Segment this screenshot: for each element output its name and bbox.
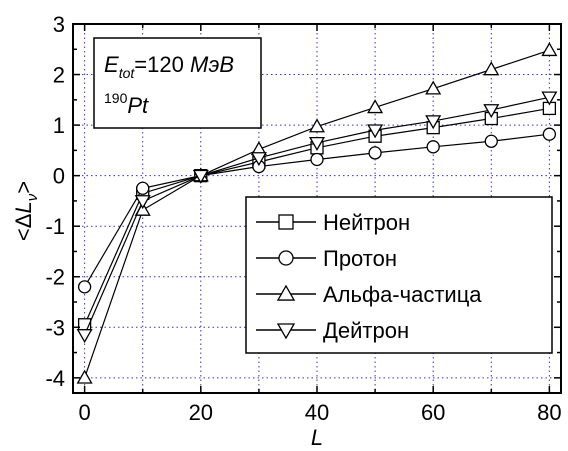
annotation-box: Etot=120 МэВ 190Pt	[93, 37, 262, 129]
y-axis-label-close: >	[11, 181, 36, 194]
annotation-mass-number: 190	[104, 90, 128, 106]
data-point	[308, 118, 326, 133]
annotation-energy-value: =120	[134, 52, 184, 77]
data-point	[134, 195, 151, 210]
legend-entry: Дейтрон	[256, 318, 409, 343]
x-tick-label: 20	[189, 400, 213, 425]
y-tick-label: -4	[45, 366, 65, 391]
data-point	[76, 329, 93, 344]
legend-marker	[278, 250, 294, 266]
legend-marker	[278, 214, 294, 230]
y-tick-label: 1	[53, 113, 65, 138]
legend-frame	[245, 196, 553, 354]
series-triangle-down	[76, 91, 558, 344]
data-point	[76, 369, 93, 384]
annotation-e-main: E	[104, 52, 119, 77]
y-axis-label-main: L	[11, 201, 36, 213]
data-point	[541, 91, 558, 106]
data-point	[368, 146, 382, 160]
annotation-frame	[93, 37, 262, 129]
data-point	[136, 181, 150, 195]
data-point	[541, 42, 558, 57]
data-point	[250, 152, 267, 167]
annotation-element: Pt	[127, 93, 149, 118]
y-axis-label: <ΔLν>	[11, 181, 41, 241]
axis-ticks	[73, 23, 561, 393]
legend-label: Альфа-частица	[323, 282, 482, 307]
data-point	[484, 134, 498, 148]
data-point	[425, 115, 442, 130]
annotation-energy-unit: МэВ	[190, 52, 234, 77]
annotation-e-sub: tot	[119, 65, 136, 81]
x-tick-label: 80	[537, 400, 561, 425]
y-axis-label-delta: Δ	[11, 213, 36, 228]
y-axis-label-sub: ν	[24, 193, 41, 201]
data-point	[426, 140, 440, 154]
y-tick-label: -2	[45, 265, 65, 290]
legend-marker	[276, 284, 296, 301]
y-tick-label: -3	[45, 315, 65, 340]
data-point	[483, 104, 500, 119]
legend-label: Нейтрон	[323, 210, 410, 235]
legend-entry: Протон	[256, 246, 397, 271]
annotation-energy: Etot=120 МэВ	[104, 52, 234, 81]
data-point	[542, 127, 557, 141]
x-axis-label: L	[311, 425, 323, 450]
x-tick-label: 40	[305, 400, 329, 425]
y-tick-label: 2	[53, 63, 65, 88]
data-point	[367, 124, 384, 139]
data-point	[367, 99, 384, 114]
data-point	[483, 61, 500, 76]
legend-label: Протон	[323, 246, 397, 271]
data-point	[308, 136, 326, 151]
x-tick-label: 60	[421, 400, 445, 425]
y-axis-label-open: <	[11, 228, 36, 241]
y-tick-label: 3	[53, 12, 65, 37]
y-tick-label: 0	[53, 164, 65, 189]
legend-entry: Альфа-частица	[256, 282, 482, 307]
axis-tick-labels: 0 20 40 60 80 -4 -3 -2 -1 0 1 2 3	[45, 12, 561, 425]
series-layer	[76, 42, 558, 384]
legend: Нейтрон Протон Альфа-частица Дейтрон	[245, 196, 553, 354]
x-tick-label: 0	[78, 400, 90, 425]
data-point	[425, 80, 442, 95]
legend-marker	[276, 323, 296, 340]
legend-entry: Нейтрон	[256, 210, 410, 235]
y-tick-label: -1	[45, 214, 65, 239]
data-point	[310, 152, 324, 167]
data-point	[77, 280, 92, 294]
legend-label: Дейтрон	[323, 318, 409, 343]
annotation-nucleus: 190Pt	[104, 90, 149, 118]
data-point	[192, 169, 209, 184]
